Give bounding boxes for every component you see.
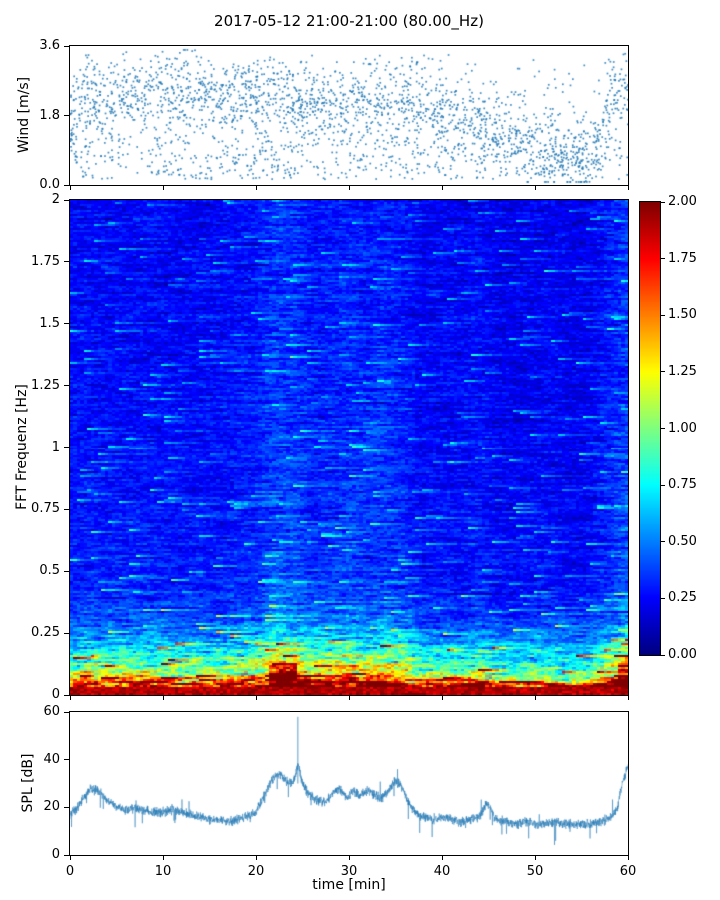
colorbar-tick-mark — [661, 654, 665, 656]
wind-scatter-plot — [69, 45, 629, 186]
colorbar-tick-mark — [661, 258, 665, 260]
time-axis-label: time [min] — [312, 877, 386, 893]
colorbar-tick-mark — [661, 371, 665, 373]
y-tick-mark — [64, 115, 69, 116]
y-tick-mark — [64, 694, 69, 696]
x-tick-label: 50 — [526, 864, 544, 879]
y-tick-label: 0.0 — [39, 177, 60, 192]
colorbar-tick-label: 2.00 — [668, 194, 697, 209]
y-tick-label: 0.75 — [31, 501, 60, 517]
x-tick-mark — [534, 696, 536, 700]
y-tick-label: 60 — [43, 704, 60, 719]
y-tick-mark — [64, 759, 69, 761]
colorbar-tick-mark — [661, 484, 665, 486]
x-tick-mark — [534, 186, 536, 190]
y-tick-label: 1.5 — [39, 315, 60, 331]
colorbar-tick-label: 0.25 — [668, 590, 697, 606]
y-tick-label: 1.25 — [31, 377, 60, 393]
x-tick-label: 0 — [65, 864, 75, 879]
colorbar-tick-mark — [661, 428, 665, 429]
x-tick-label: 40 — [433, 864, 451, 879]
colorbar-tick-label: 1.00 — [668, 420, 697, 436]
y-tick-mark — [64, 45, 69, 47]
y-tick-mark — [64, 184, 69, 186]
spectrogram-heatmap — [69, 199, 629, 696]
colorbar-tick-label: 0.50 — [668, 533, 697, 549]
x-tick-mark — [255, 856, 257, 860]
y-tick-label: 0 — [51, 847, 60, 862]
y-tick-label: 2 — [51, 192, 60, 207]
x-tick-mark — [441, 696, 443, 700]
y-tick-label: 1.75 — [31, 253, 60, 269]
x-tick-mark — [255, 696, 257, 700]
colorbar-tick-mark — [661, 541, 665, 543]
y-tick-mark — [64, 806, 69, 808]
y-tick-mark — [64, 632, 69, 634]
x-tick-mark — [627, 856, 629, 860]
y-tick-label: 0.5 — [39, 563, 60, 579]
y-tick-mark — [64, 447, 69, 448]
y-tick-mark — [64, 711, 69, 713]
y-tick-mark — [64, 570, 69, 572]
colorbar-tick-label: 0.75 — [668, 477, 697, 493]
colorbar-tick-label: 1.50 — [668, 307, 697, 323]
y-tick-mark — [64, 199, 69, 201]
y-tick-mark — [64, 508, 69, 510]
x-tick-label: 30 — [340, 864, 358, 879]
x-tick-mark — [69, 696, 71, 700]
colorbar-tick-label: 0.00 — [668, 647, 697, 662]
spl-line-plot — [69, 711, 629, 856]
x-tick-label: 10 — [154, 864, 172, 879]
y-tick-mark — [64, 854, 69, 856]
x-tick-mark — [627, 696, 629, 700]
x-tick-mark — [441, 856, 443, 860]
x-tick-mark — [162, 696, 164, 700]
y-tick-mark — [64, 385, 69, 387]
colorbar-tick-mark — [661, 597, 665, 599]
y-tick-label: 3.6 — [39, 38, 60, 53]
x-tick-label: 20 — [247, 864, 265, 879]
y-tick-label: 40 — [43, 751, 60, 767]
x-tick-mark — [348, 696, 350, 700]
colorbar — [639, 201, 661, 656]
y-tick-label: 1 — [51, 439, 60, 455]
x-tick-mark — [348, 856, 350, 860]
y-tick-label: 1.8 — [39, 107, 60, 123]
x-tick-mark — [162, 186, 164, 190]
y-tick-label: 0 — [51, 687, 60, 702]
colorbar-tick-label: 1.75 — [668, 250, 697, 266]
x-tick-label: 60 — [619, 864, 637, 879]
x-tick-mark — [627, 186, 629, 190]
x-tick-mark — [534, 856, 536, 860]
y-tick-label: 0.25 — [31, 625, 60, 641]
x-tick-mark — [348, 186, 350, 190]
colorbar-tick-mark — [661, 314, 665, 316]
x-tick-mark — [69, 856, 71, 860]
x-tick-mark — [162, 856, 164, 860]
y-tick-label: 20 — [43, 799, 60, 815]
x-tick-mark — [255, 186, 257, 190]
colorbar-tick-mark — [661, 201, 665, 203]
y-tick-mark — [64, 261, 69, 263]
y-tick-mark — [64, 323, 69, 325]
x-tick-mark — [441, 186, 443, 190]
figure-title: 2017-05-12 21:00-21:00 (80.00_Hz) — [214, 12, 484, 30]
x-tick-mark — [69, 186, 71, 190]
colorbar-tick-label: 1.25 — [668, 363, 697, 379]
